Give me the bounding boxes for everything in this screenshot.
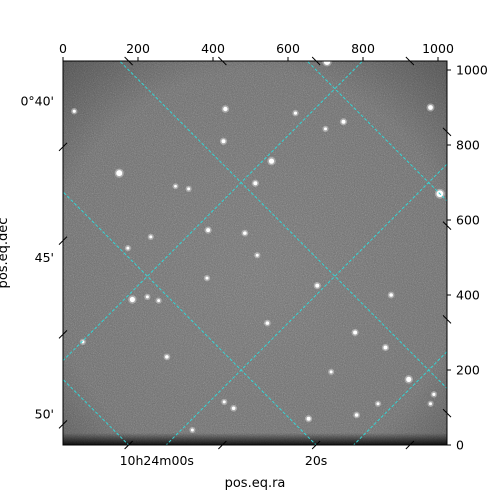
world-tick-top — [405, 56, 415, 66]
star — [222, 400, 226, 404]
star — [165, 355, 169, 359]
plot-frame — [62, 60, 448, 446]
star — [265, 321, 270, 325]
ra-tick-label: 10h24m00s — [120, 453, 194, 468]
grid-line-ra — [63, 378, 130, 445]
world-tick-right — [442, 315, 452, 324]
star — [174, 184, 177, 188]
world-tick-top — [218, 56, 227, 66]
star — [187, 187, 191, 191]
pixel-axes-ticks: 0 200 400 600 800 1000 0 200 400 600 800 1000 — [59, 41, 488, 453]
y-right-tick-label: 400 — [456, 288, 480, 303]
star — [429, 402, 432, 406]
star — [383, 345, 388, 350]
star — [221, 139, 226, 144]
world-tick-bottom — [405, 440, 415, 450]
world-tick-left — [58, 330, 68, 339]
star — [315, 283, 320, 288]
star — [353, 330, 358, 335]
dec-tick-label: 0°40' — [20, 94, 54, 109]
world-tick-right — [442, 408, 452, 418]
star — [354, 413, 359, 417]
y-axis-label: pos.eq.dec — [0, 218, 11, 289]
star — [145, 295, 149, 299]
star — [149, 235, 153, 239]
star — [126, 246, 130, 250]
x-top-tick-label: 800 — [351, 41, 375, 56]
star — [293, 111, 298, 115]
y-right-tick-label: 800 — [456, 138, 480, 153]
star — [376, 402, 380, 406]
star — [255, 253, 259, 257]
image-bottom-edge — [63, 433, 447, 445]
world-tick-bottom — [124, 440, 133, 450]
star — [406, 376, 412, 382]
star — [432, 392, 436, 396]
world-tick-bottom — [218, 440, 227, 450]
x-axis-label: pos.eq.ra — [225, 476, 286, 491]
grid-line-ra — [63, 191, 317, 445]
x-top-tick-label: 200 — [126, 41, 150, 56]
ra-tick-label: 20s — [305, 453, 327, 468]
dec-tick-label: 45' — [35, 250, 54, 265]
star — [243, 231, 247, 235]
star — [205, 276, 209, 280]
dec-tick-label: 50' — [35, 406, 54, 421]
star-layer — [71, 61, 445, 434]
world-tick-bottom — [311, 440, 321, 450]
grid-line-ra — [118, 61, 447, 390]
world-tick-right — [442, 221, 452, 230]
star — [329, 370, 333, 374]
star — [206, 228, 211, 233]
star — [157, 299, 161, 303]
y-right-tick-label: 1000 — [456, 63, 488, 78]
y-right-tick-label: 600 — [456, 213, 480, 228]
x-top-tick-label: 1000 — [422, 41, 454, 56]
star — [116, 170, 123, 177]
star — [129, 296, 135, 303]
x-top-tick-label: 600 — [276, 41, 300, 56]
world-tick-left — [58, 142, 68, 152]
star — [231, 406, 236, 411]
grid-line-dec — [165, 163, 447, 445]
grid-line-dec — [352, 350, 447, 445]
world-axes-ticks: 10h24m00s 20s 0°40' 45' 50' — [20, 56, 452, 468]
y-right-tick-label: 0 — [456, 438, 464, 453]
star — [190, 428, 194, 432]
star — [323, 61, 331, 65]
world-tick-top — [311, 56, 321, 66]
star — [389, 293, 393, 297]
star — [253, 181, 258, 186]
star — [268, 158, 275, 164]
image-vignette — [63, 61, 447, 445]
world-tick-left — [58, 420, 68, 429]
star — [324, 127, 327, 131]
world-tick-left — [58, 236, 68, 245]
x-top-tick-label: 0 — [59, 41, 67, 56]
world-tick-right — [442, 127, 452, 137]
star — [306, 416, 311, 421]
y-right-tick-label: 200 — [456, 363, 480, 378]
x-top-tick-label: 400 — [201, 41, 225, 56]
star — [223, 106, 228, 112]
star — [341, 119, 346, 124]
star — [72, 109, 76, 113]
star — [428, 105, 433, 110]
world-tick-top — [124, 56, 133, 66]
grid-line-dec — [63, 61, 364, 362]
